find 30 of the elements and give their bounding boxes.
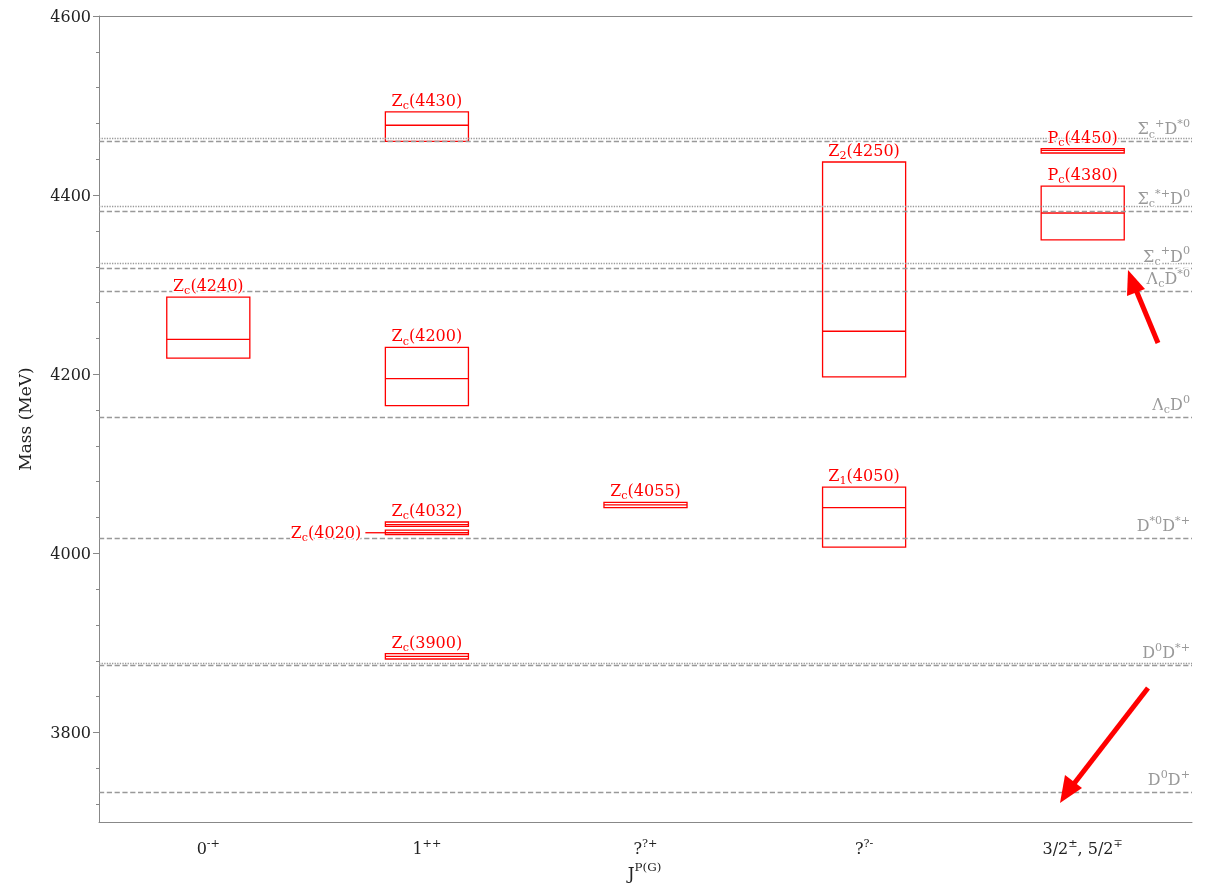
- series-label: Z$_{c}$(3900): [391, 632, 463, 654]
- series-label: Z$_{c}$(4055): [610, 481, 681, 503]
- y-tick-label: 3800: [50, 722, 91, 742]
- series-label: Z$_{1}$(4050): [828, 466, 900, 488]
- x-tick-label: ?$^{?+}$: [633, 836, 658, 858]
- ref-line-label: Σ$_{c}$$^{+}$D$^{0}$: [1143, 244, 1190, 268]
- ref-line-label: Σ$_{c}$$^{*+}$D$^{0}$: [1137, 187, 1190, 211]
- y-axis-title: Mass (MeV): [14, 367, 35, 471]
- x-axis-title: J$^{P(G)}$: [625, 860, 662, 883]
- ref-line-label: D$^{*0}$D$^{*+}$: [1136, 513, 1190, 536]
- ref-line-label: D$^{0}$D$^{+}$: [1147, 768, 1190, 790]
- x-tick-label: 0$^{-+}$: [196, 836, 220, 858]
- series-label: P$_{c}$(4380): [1047, 165, 1118, 187]
- x-tick-label: 3/2$^{±}$, 5/2$^{∓}$: [1042, 836, 1123, 858]
- ref-line-label: Λ$_{c}$D$^{*0}$: [1145, 266, 1190, 291]
- y-tick-label: 4000: [50, 543, 91, 563]
- x-tick-label: 1$^{++}$: [412, 836, 442, 858]
- series-label: Z$_{c}$(4020): [290, 522, 362, 544]
- series-label: Z$_{2}$(4250): [828, 140, 900, 163]
- x-tick-label: ?$^{?-}$: [854, 836, 874, 858]
- series-label: Z$_{c}$(4200): [391, 326, 463, 348]
- series-label: P$_{c}$(4450): [1047, 127, 1118, 149]
- series-label: Z$_{c}$(4032): [391, 500, 463, 523]
- y-tick-label: 4200: [50, 364, 91, 384]
- y-tick-label: 4600: [50, 6, 91, 26]
- y-tick-label: 4400: [50, 185, 91, 205]
- series-label: Z$_{c}$(4430): [391, 90, 463, 113]
- ref-line-label: D$^{0}$D$^{*+}$: [1142, 641, 1190, 663]
- ref-line-label: Σ$_{c}$$^{+}$D$^{*0}$: [1137, 117, 1190, 141]
- series-label: Z$_{c}$(4240): [173, 276, 244, 298]
